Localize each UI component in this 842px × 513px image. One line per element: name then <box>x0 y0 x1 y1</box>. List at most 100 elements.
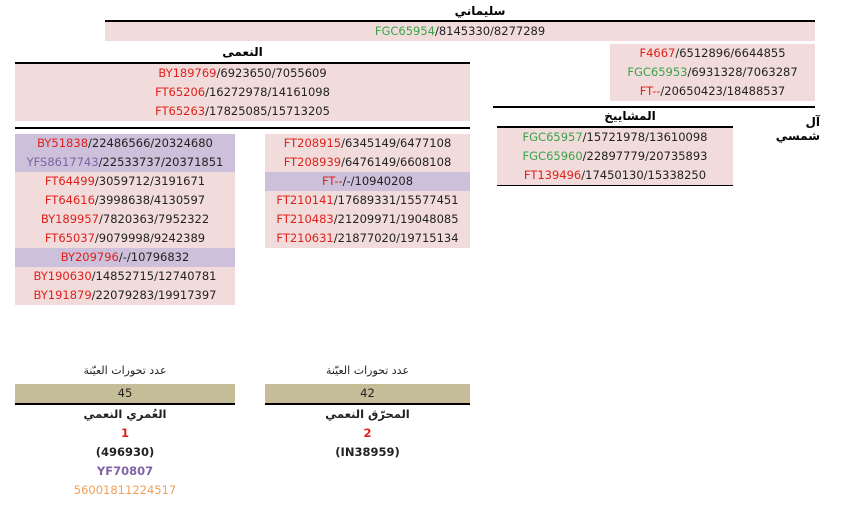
mutation-count: 45 <box>15 384 235 403</box>
snp-coords: /16272978/14161098 <box>205 85 330 99</box>
mashayikh-block: FGC65957/15721978/13610098 FGC65960/2289… <box>497 128 733 186</box>
right-sample-stats: عدد تحورات العيّنة 42 المحرّق النعمي 2 (… <box>265 361 470 462</box>
snp-row: FGC65954/8145330/8277289 <box>105 22 815 41</box>
tree-line <box>15 403 235 405</box>
tree-line <box>15 127 470 129</box>
snp-row: FT210631/21877020/19715134 <box>265 229 470 248</box>
kit-number: (IN38959) <box>335 445 400 459</box>
right-branch: FT208915/6345149/6477108 FT208939/647614… <box>265 134 470 248</box>
mutation-count: 42 <box>265 384 470 403</box>
snp-row: YFS8617743/22533737/20371851 <box>15 153 235 172</box>
snp-row: FGC65960/22897779/20735893 <box>497 147 733 166</box>
snp-row: BY209796/-/10796832 <box>15 248 235 267</box>
snp-name: FT210483 <box>276 212 334 226</box>
snp-name: BY189957 <box>40 212 99 226</box>
left-branch: BY51838/22486566/20324680 YFS8617743/225… <box>15 134 235 305</box>
node-title-naimi: النعمى <box>222 45 263 59</box>
snp-name: FGC65954 <box>374 24 435 38</box>
naimi-block: BY189769/6923650/7055609 FT65206/1627297… <box>15 64 470 121</box>
snp-row: FT64499/3059712/3191671 <box>15 172 235 191</box>
snp-coords: /21877020/19715134 <box>333 231 459 245</box>
snp-row: FT208915/6345149/6477108 <box>265 134 470 153</box>
snp-name: FT210141 <box>276 193 334 207</box>
snp-row: F4667/6512896/6644855 <box>610 44 815 63</box>
snp-name: BY190630 <box>33 269 92 283</box>
snp-row: BY189769/6923650/7055609 <box>15 64 470 83</box>
tree-line <box>105 20 815 22</box>
snp-name: BY209796 <box>60 250 119 264</box>
snp-coords: /9079998/9242389 <box>94 231 206 245</box>
snp-row: FT64616/3998638/4130597 <box>15 191 235 210</box>
snp-coords: /3998638/4130597 <box>94 193 206 207</box>
snp-name: BY191879 <box>33 288 92 302</box>
sulaimani-continuation: F4667/6512896/6644855 FGC65953/6931328/7… <box>610 44 815 101</box>
snp-row: FT--/20650423/18488537 <box>610 82 815 101</box>
mutation-count-label: عدد تحورات العيّنة <box>325 364 410 377</box>
snp-coords: /6476149/6608108 <box>341 155 452 169</box>
snp-coords: /14852715/12740781 <box>91 269 217 283</box>
snp-name: FT64499 <box>44 174 95 188</box>
snp-name: FGC65960 <box>522 149 583 163</box>
snp-coords: /6923650/7055609 <box>216 66 327 80</box>
tree-line <box>493 106 815 108</box>
snp-name: FT65206 <box>155 85 206 99</box>
tree-line <box>265 403 470 405</box>
node-label-al-shamsi: آل شمسي <box>775 115 820 143</box>
node-title-sulaimani: سليماني <box>454 4 506 18</box>
snp-coords: /6345149/6477108 <box>341 136 452 150</box>
snp-name: F4667 <box>639 46 676 60</box>
node-title-mashayikh: المشاييخ <box>604 109 656 123</box>
sample-name: المحرّق النعمي <box>325 407 410 421</box>
sample-number: 2 <box>363 426 372 440</box>
snp-row: BY190630/14852715/12740781 <box>15 267 235 286</box>
snp-coords: /22897779/20735893 <box>582 149 708 163</box>
snp-name: BY189769 <box>158 66 217 80</box>
snp-name: FGC65957 <box>522 130 583 144</box>
snp-name: FT65263 <box>155 104 206 118</box>
snp-coords: /20650423/18488537 <box>660 84 786 98</box>
snp-name: FT-- <box>321 174 343 188</box>
snp-row: FGC65953/6931328/7063287 <box>610 63 815 82</box>
tree-line <box>15 62 470 64</box>
snp-name: FGC65953 <box>627 65 688 79</box>
snp-coords: /21209971/19048085 <box>333 212 459 226</box>
snp-coords: /-/10940208 <box>342 174 414 188</box>
tree-line <box>497 126 733 128</box>
snp-name: FT64616 <box>44 193 95 207</box>
snp-row: FT--/-/10940208 <box>265 172 470 191</box>
snp-name: BY51838 <box>37 136 89 150</box>
snp-name: YFS8617743 <box>26 155 99 169</box>
snp-coords: /22533737/20371851 <box>98 155 224 169</box>
snp-coords: /22079283/19917397 <box>91 288 217 302</box>
snp-coords: /-/10796832 <box>118 250 190 264</box>
snp-row: FGC65957/15721978/13610098 <box>497 128 733 147</box>
snp-coords: /3059712/3191671 <box>94 174 206 188</box>
snp-name: FT65037 <box>44 231 95 245</box>
snp-row: BY189957/7820363/7952322 <box>15 210 235 229</box>
snp-coords: /8145330/8277289 <box>434 24 546 38</box>
snp-row: FT65037/9079998/9242389 <box>15 229 235 248</box>
snp-row: FT210483/21209971/19048085 <box>265 210 470 229</box>
snp-coords: /6512896/6644855 <box>675 46 786 60</box>
snp-name: FT208915 <box>283 136 342 150</box>
snp-coords: /6931328/7063287 <box>687 65 798 79</box>
ysf-id: YF70807 <box>96 464 154 478</box>
sample-number: 1 <box>120 426 129 440</box>
snp-coords: /17450130/15338250 <box>581 168 707 182</box>
snp-coords: /7820363/7952322 <box>99 212 210 226</box>
kit-number: (496930) <box>95 445 155 459</box>
snp-coords: /15721978/13610098 <box>582 130 708 144</box>
snp-row: FT210141/17689331/15577451 <box>265 191 470 210</box>
sample-name: العُمري النعمي <box>83 407 167 421</box>
mutation-count-label: عدد تحورات العيّنة <box>83 364 167 377</box>
snp-row: FT139496/17450130/15338250 <box>497 166 733 186</box>
snp-name: FT208939 <box>283 155 342 169</box>
snp-row: FT208939/6476149/6608108 <box>265 153 470 172</box>
snp-coords: /17689331/15577451 <box>333 193 459 207</box>
snp-coords: /22486566/20324680 <box>88 136 213 150</box>
sample-id: 56001811224517 <box>73 483 177 497</box>
snp-name: FT139496 <box>523 168 582 182</box>
snp-row: BY191879/22079283/19917397 <box>15 286 235 305</box>
snp-row: FT65206/16272978/14161098 <box>15 83 470 102</box>
snp-row: FT65263/17825085/15713205 <box>15 102 470 121</box>
